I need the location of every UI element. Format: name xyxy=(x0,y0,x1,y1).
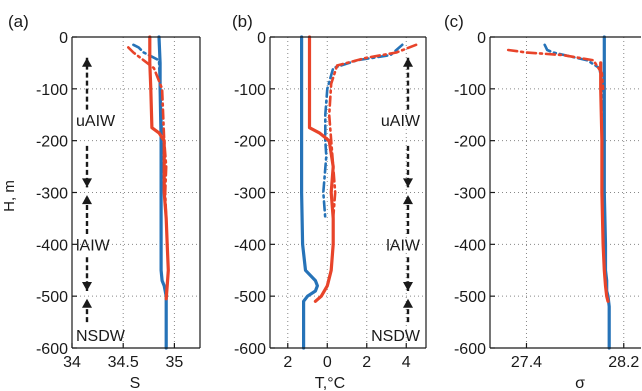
panel-c: (c) 0 -100 -200 -300 -400 -500 -600 27.4 28.2 σ xyxy=(444,12,642,391)
x-tick-label: 34.5 xyxy=(108,354,139,371)
y-tick-label: -300 xyxy=(36,186,68,203)
panel-label-b: (b) xyxy=(232,12,253,31)
y-tick-label: 0 xyxy=(257,30,266,47)
depth-arrow-head xyxy=(82,57,92,67)
y-tick-label: -500 xyxy=(36,289,68,306)
y-tick-label: -600 xyxy=(454,341,486,358)
depth-arrow-head xyxy=(403,281,413,291)
depth-arrow-head xyxy=(403,298,413,308)
y-tick-label: -600 xyxy=(234,341,266,358)
series-red-dashed xyxy=(327,43,418,220)
x-tick-label: 27.4 xyxy=(511,354,542,371)
y-tick-label: -100 xyxy=(36,82,68,99)
y-tick-label: -500 xyxy=(454,289,486,306)
water-mass-label: lAIW xyxy=(386,237,421,254)
x-axis-label: σ xyxy=(575,375,585,391)
series-blue-dashed xyxy=(543,43,606,142)
x-tick-label: 35 xyxy=(166,354,184,371)
y-tick-label: -400 xyxy=(454,237,486,254)
depth-arrow-head xyxy=(403,195,413,205)
water-mass-label: lAIW xyxy=(76,237,111,254)
depth-arrow-head xyxy=(403,57,413,67)
y-tick-label: 0 xyxy=(59,30,68,47)
y-tick-label: -300 xyxy=(234,186,266,203)
x-axis-label: S xyxy=(130,375,141,391)
water-mass-label: NSDW xyxy=(76,328,126,345)
x-tick-label: 2 xyxy=(362,354,371,371)
series-red-solid xyxy=(307,35,335,303)
series-red-dashed xyxy=(506,48,605,91)
water-mass-label: uAIW xyxy=(381,113,421,130)
y-tick-label: -400 xyxy=(234,237,266,254)
depth-arrow-head xyxy=(82,178,92,188)
y-tick-label: -600 xyxy=(36,341,68,358)
x-axis-label: T,°C xyxy=(315,375,345,391)
panel-label-c: (c) xyxy=(444,12,464,31)
y-tick-label: 0 xyxy=(477,30,486,47)
y-tick-label: -200 xyxy=(454,134,486,151)
panel-label-a: (a) xyxy=(8,12,29,31)
y-tick-label: -200 xyxy=(234,134,266,151)
water-mass-label: uAIW xyxy=(76,113,116,130)
x-tick-label: 28.2 xyxy=(608,354,639,371)
y-tick-label: -400 xyxy=(36,237,68,254)
y-tick-label: -300 xyxy=(454,186,486,203)
series-blue-dashed xyxy=(132,43,168,220)
y-tick-label: -100 xyxy=(234,82,266,99)
depth-arrow-head xyxy=(403,178,413,188)
x-tick-label: 2 xyxy=(283,354,292,371)
x-tick-label: 4 xyxy=(402,354,411,371)
series-blue-solid xyxy=(300,35,319,350)
y-tick-label: -100 xyxy=(454,82,486,99)
depth-arrow-head xyxy=(82,281,92,291)
y-tick-label: -200 xyxy=(36,134,68,151)
y-axis-label: H, m xyxy=(1,180,18,212)
x-tick-label: 34 xyxy=(63,354,81,371)
depth-arrow-head xyxy=(82,298,92,308)
depth-arrow-head xyxy=(82,195,92,205)
y-tick-label: -500 xyxy=(234,289,266,306)
x-tick-label: 0 xyxy=(323,354,332,371)
series-red-solid xyxy=(599,61,610,303)
series-red-solid xyxy=(148,35,170,301)
water-mass-label: NSDW xyxy=(371,328,421,345)
